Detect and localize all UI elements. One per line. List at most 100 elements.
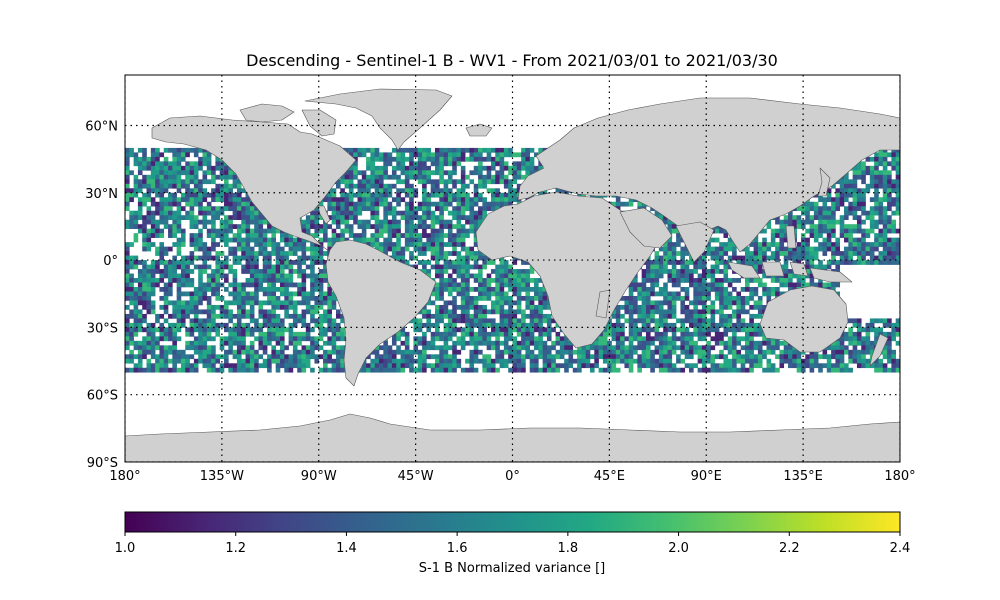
data-cell — [805, 260, 810, 265]
data-cell — [852, 179, 858, 185]
data-cell — [404, 165, 410, 171]
data-cell — [762, 287, 767, 292]
data-cell — [168, 210, 173, 216]
data-cell — [129, 192, 134, 198]
data-cell — [486, 165, 492, 171]
data-cell — [452, 242, 457, 247]
data-cell — [465, 192, 470, 198]
data-cell — [874, 174, 879, 180]
data-cell — [435, 246, 440, 252]
data-cell — [779, 291, 785, 297]
data-cell — [193, 264, 199, 270]
data-cell — [163, 287, 169, 292]
data-cell — [818, 219, 823, 225]
data-cell — [525, 300, 531, 306]
data-cell — [232, 287, 238, 292]
data-cell — [671, 300, 677, 306]
data-cell — [159, 260, 165, 265]
data-cell — [465, 260, 470, 265]
data-cell — [125, 201, 130, 207]
data-cell — [482, 179, 487, 185]
data-cell — [241, 224, 246, 229]
data-cell — [280, 255, 285, 261]
data-cell — [723, 264, 729, 270]
data-cell — [189, 295, 195, 301]
data-cell — [357, 183, 363, 189]
data-cell — [856, 197, 862, 203]
data-cell — [146, 237, 152, 243]
data-cell — [512, 170, 518, 176]
data-cell — [202, 224, 208, 229]
data-cell — [878, 228, 884, 234]
data-cell — [826, 188, 832, 194]
data-cell — [499, 201, 505, 207]
data-cell — [452, 147, 457, 153]
data-cell — [460, 188, 466, 194]
data-cell — [749, 255, 754, 261]
data-cell — [538, 291, 543, 297]
data-cell — [465, 147, 470, 153]
data-cell — [146, 246, 152, 252]
data-cell — [809, 233, 815, 238]
data-cell — [525, 269, 531, 274]
data-cell — [189, 304, 195, 310]
data-cell — [430, 179, 436, 185]
data-cell — [439, 174, 444, 180]
data-cell — [439, 233, 444, 238]
data-cell — [701, 255, 707, 261]
data-cell — [706, 242, 711, 247]
data-cell — [357, 233, 363, 238]
data-cell — [155, 246, 160, 252]
data-cell — [228, 237, 233, 243]
data-cell — [271, 278, 276, 283]
data-cell — [473, 152, 479, 158]
data-cell — [168, 228, 173, 234]
data-cell — [805, 237, 810, 243]
data-cell — [245, 269, 251, 274]
data-cell — [697, 300, 703, 306]
data-cell — [671, 278, 677, 283]
data-cell — [267, 251, 272, 256]
data-cell — [301, 282, 307, 288]
data-cell — [667, 251, 673, 256]
data-cell — [680, 273, 686, 279]
data-cell — [753, 264, 759, 270]
data-cell — [469, 255, 475, 261]
data-cell — [202, 269, 208, 274]
data-cell — [865, 228, 871, 234]
data-cell — [176, 156, 182, 162]
data-cell — [447, 188, 453, 194]
data-cell — [206, 165, 212, 171]
data-cell — [456, 201, 462, 207]
data-cell — [284, 260, 289, 265]
data-cell — [809, 206, 815, 212]
data-cell — [176, 273, 182, 279]
data-cell — [727, 300, 733, 306]
data-cell — [874, 192, 879, 198]
data-cell — [796, 215, 802, 221]
data-cell — [701, 251, 707, 256]
data-cell — [861, 165, 866, 171]
data-cell — [447, 287, 453, 292]
data-cell — [185, 255, 190, 261]
data-cell — [159, 295, 165, 301]
data-cell — [400, 165, 406, 171]
data-cell — [391, 183, 397, 189]
data-cell — [486, 295, 492, 301]
data-cell — [538, 278, 543, 283]
data-cell — [831, 210, 836, 216]
data-cell — [292, 269, 298, 274]
data-cell — [249, 295, 255, 301]
data-cell — [146, 174, 152, 180]
data-cell — [503, 309, 509, 315]
data-cell — [275, 242, 281, 247]
data-cell — [202, 156, 208, 162]
data-cell — [249, 273, 255, 279]
data-cell — [211, 215, 216, 221]
data-cell — [133, 192, 139, 198]
data-cell — [757, 278, 763, 283]
data-cell — [142, 219, 147, 225]
data-cell — [878, 161, 884, 167]
data-cell — [327, 206, 332, 212]
data-cell — [129, 255, 134, 261]
